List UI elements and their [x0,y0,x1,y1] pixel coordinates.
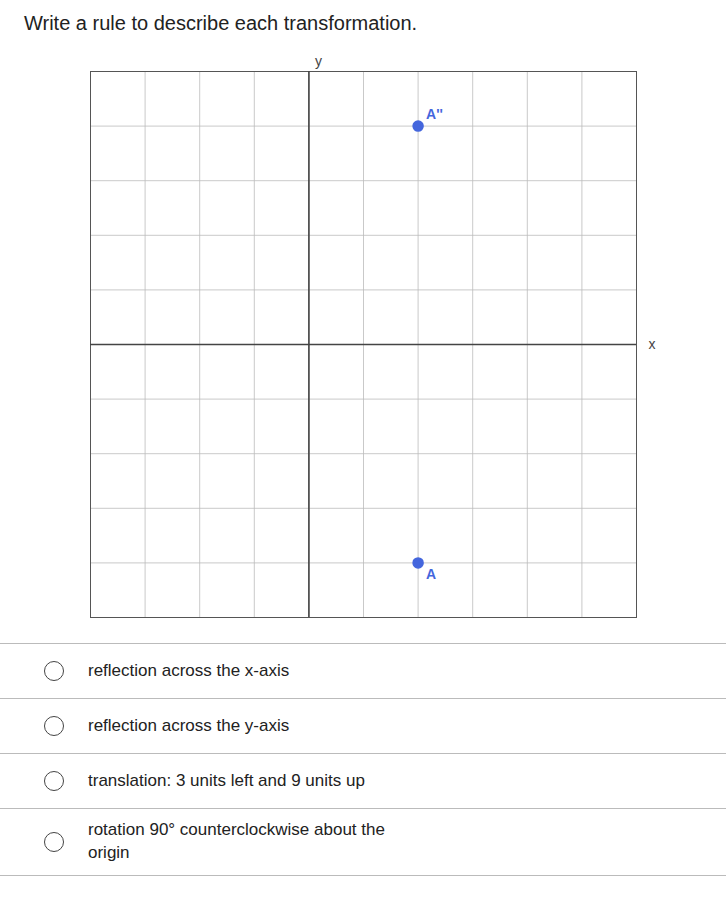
html-text:translation: 3 units left and: translation: 3 units left and 9 units up [88,770,365,790]
html-text:reflection across the x-axis: reflection across the x-axis [88,660,290,680]
svg-text:x: x [649,336,656,352]
html-text:rotation 90° counterclockwise: rotation 90° counterclockwise about the … [88,820,385,862]
svg-text:A: A [426,566,436,582]
html-text:Write a rule to describe each: Write a rule to describe each transforma… [24,12,418,34]
svg-text:y: y [315,53,322,69]
html-text:reflection across the y-axis: reflection across the y-axis [88,715,290,735]
svg-text:A'': A'' [426,106,443,122]
